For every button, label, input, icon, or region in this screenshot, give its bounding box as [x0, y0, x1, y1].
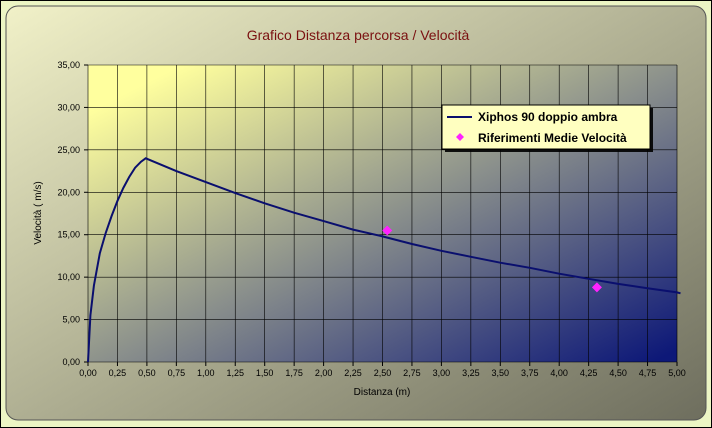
y-tick-label: 30,00 — [57, 102, 80, 112]
legend-label-series-1: Xiphos 90 doppio ambra — [478, 110, 618, 124]
chart-title: Grafico Distanza percorsa / Velocità — [247, 27, 470, 43]
x-tick-label: 2,00 — [315, 368, 333, 378]
y-tick-label: 20,00 — [57, 187, 80, 197]
reference-speed-point — [382, 225, 393, 236]
y-tick-label: 0,00 — [62, 357, 80, 367]
y-tick-labels: 0,00 5,00 10,00 15,00 20,00 25,00 30,00 35,00 — [57, 60, 88, 367]
x-tick-label: 2,75 — [403, 368, 421, 378]
x-tick-label: 5,00 — [668, 368, 686, 378]
y-tick-label: 10,00 — [57, 272, 80, 282]
x-axis-title: Distanza (m) — [354, 387, 411, 398]
x-tick-labels: 0,00 0,25 0,50 0,75 1,00 1,25 1,50 1,75 2,00 2,25… — [79, 362, 686, 378]
legend-label-series-2: Riferimenti Medie Velocità — [478, 131, 627, 145]
legend-marker-swatch — [456, 133, 464, 141]
x-tick-label: 2,25 — [344, 368, 362, 378]
x-tick-label: 1,75 — [285, 368, 303, 378]
x-tick-label: 0,25 — [109, 368, 127, 378]
series-layer — [87, 157, 681, 363]
y-tick-label: 35,00 — [57, 60, 80, 70]
y-tick-label: 5,00 — [62, 315, 80, 325]
y-tick-label: 25,00 — [57, 145, 80, 155]
x-tick-label: 0,00 — [79, 368, 97, 378]
x-tick-label: 0,75 — [168, 368, 186, 378]
x-tick-label: 4,75 — [639, 368, 657, 378]
y-axis-title: Velocità ( m/s) — [33, 181, 44, 244]
x-tick-label: 1,00 — [197, 368, 215, 378]
x-tick-label: 1,50 — [256, 368, 274, 378]
y-tick-label: 15,00 — [57, 230, 80, 240]
x-tick-label: 2,50 — [374, 368, 392, 378]
reference-speed-point — [591, 282, 602, 293]
legend-box — [441, 104, 651, 150]
x-tick-label: 3,50 — [492, 368, 510, 378]
x-tick-label: 4,25 — [580, 368, 598, 378]
x-tick-label: 3,00 — [433, 368, 451, 378]
x-tick-label: 3,75 — [521, 368, 539, 378]
x-tick-label: 1,25 — [226, 368, 244, 378]
x-tick-label: 0,50 — [138, 368, 156, 378]
legend: Xiphos 90 doppio ambra Riferimenti Medie… — [441, 104, 653, 152]
series-line-xiphos-90 — [87, 157, 681, 363]
x-tick-label: 4,00 — [550, 368, 568, 378]
x-tick-label: 3,25 — [462, 368, 480, 378]
x-tick-label: 4,50 — [609, 368, 627, 378]
